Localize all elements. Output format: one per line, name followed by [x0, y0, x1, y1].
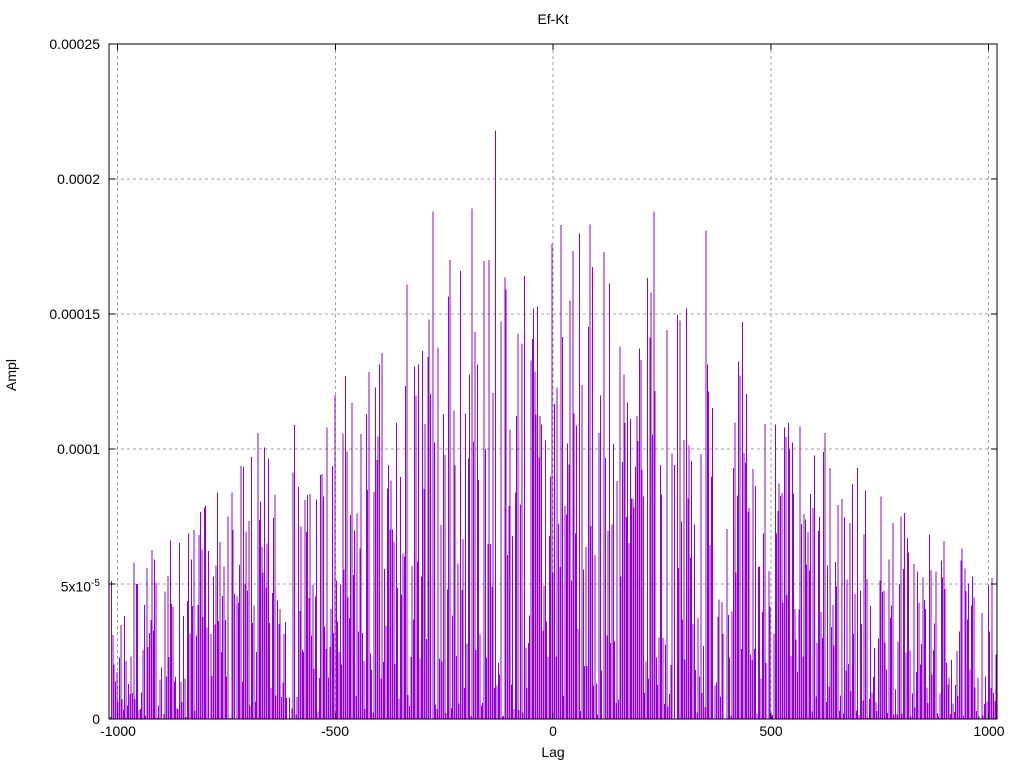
y-tick-label: 0.00025 — [49, 36, 100, 52]
y-tick-label: 0.00015 — [49, 306, 100, 322]
x-tick-label: 0 — [549, 723, 557, 739]
y-tick-label: 5x10-5 — [16, 576, 100, 595]
y-tick-exponent: -5 — [91, 578, 100, 589]
x-tick-label: 500 — [759, 723, 783, 739]
y-tick-label: 0.0001 — [57, 441, 100, 457]
y-tick-mantissa: 5x10 — [60, 578, 92, 595]
chart-title: Ef-Kt — [537, 11, 569, 27]
x-tick-label: -500 — [320, 723, 350, 739]
x-axis-label: Lag — [541, 744, 565, 760]
x-tick-label: 1000 — [973, 723, 1005, 739]
y-axis-label: Ampl — [3, 359, 19, 391]
x-tick-label: -1000 — [100, 723, 136, 739]
y-tick-label: 0 — [92, 711, 100, 727]
y-tick-label: 0.0002 — [57, 171, 100, 187]
